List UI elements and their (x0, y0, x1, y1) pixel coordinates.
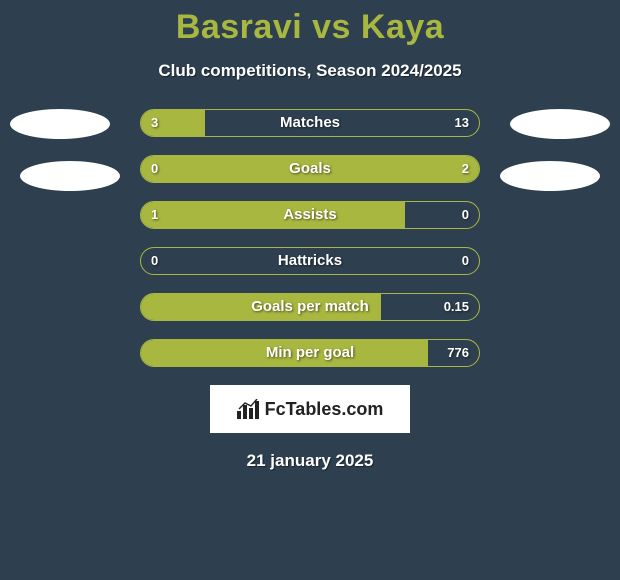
avatar-left-2 (20, 161, 120, 191)
page-title: Basravi vs Kaya (0, 0, 620, 47)
avatar-right-1 (510, 109, 610, 139)
stat-label: Min per goal (141, 340, 479, 366)
stat-row: Goals per match0.15 (140, 293, 480, 321)
stat-value-right: 0 (462, 248, 469, 274)
stat-value-right: 2 (462, 156, 469, 182)
stat-label: Assists (141, 202, 479, 228)
stat-label: Goals (141, 156, 479, 182)
attribution-badge: FcTables.com (210, 385, 410, 433)
stat-value-left: 0 (151, 248, 158, 274)
stat-value-left: 3 (151, 110, 158, 136)
stat-row: Assists1 0 (140, 201, 480, 229)
bars-list: Matches313Goals02Assists10Hattricks00Goa… (140, 109, 480, 367)
stat-value-left: 0 (151, 156, 158, 182)
stat-value-left: 1 (151, 202, 158, 228)
stat-row: Hattricks0 0 (140, 247, 480, 275)
stat-value-right: 0 (462, 202, 469, 228)
subtitle: Club competitions, Season 2024/2025 (0, 61, 620, 81)
attribution-text: FcTables.com (265, 399, 384, 420)
stat-label: Matches (141, 110, 479, 136)
stat-row: Matches3 13 (140, 109, 480, 137)
stat-row: Min per goal776 (140, 339, 480, 367)
stat-value-right: 13 (455, 110, 469, 136)
avatar-left-1 (10, 109, 110, 139)
stat-label: Hattricks (141, 248, 479, 274)
avatar-right-2 (500, 161, 600, 191)
stat-row: Goals0 2 (140, 155, 480, 183)
chart-icon (237, 399, 259, 419)
date-text: 21 january 2025 (0, 451, 620, 471)
stat-value-right: 0.15 (444, 294, 469, 320)
stat-label: Goals per match (141, 294, 479, 320)
stat-value-right: 776 (447, 340, 469, 366)
stats-container: Matches313Goals02Assists10Hattricks00Goa… (0, 109, 620, 367)
